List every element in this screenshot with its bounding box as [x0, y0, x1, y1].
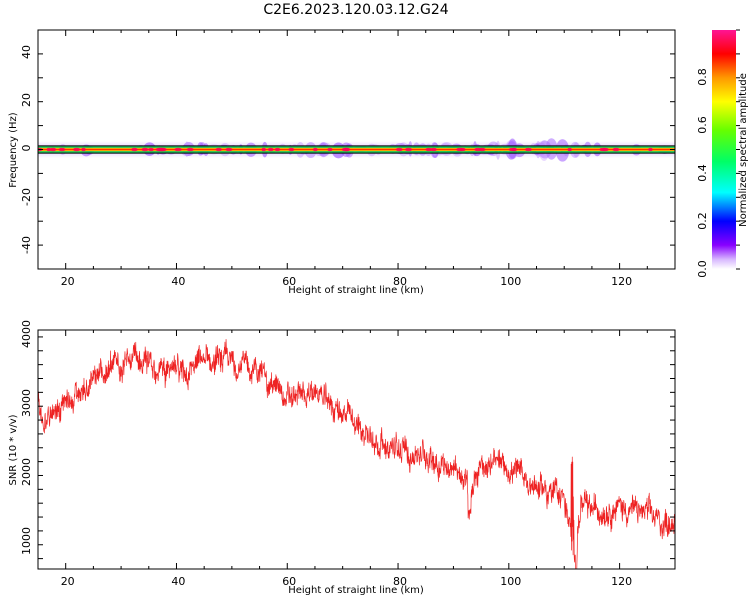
spectrogram-band [38, 138, 675, 162]
x-tick-label: 40 [171, 575, 185, 588]
snr-y-axis-label: SNR (10 * v/v) [8, 414, 19, 485]
band-hotspot [599, 147, 607, 152]
y-tick-label: 40 [20, 45, 33, 59]
figure-title: C2E6.2023.120.03.12.G24 [263, 2, 448, 18]
band-hotspot [648, 147, 653, 152]
spectrogram-ticks [37, 29, 676, 270]
spectrogram-panel: 20 40 60 80 100 120 -40 -20 0 20 40 Heig… [8, 29, 676, 296]
band-hotspot [343, 147, 351, 152]
band-hotspot [158, 147, 167, 152]
colorbar-tick-labels: 0.0 0.2 0.4 0.6 0.8 [696, 68, 709, 278]
band-hotspot [478, 147, 486, 152]
snr-frame [37, 329, 676, 570]
band-hotspot [148, 147, 154, 152]
colorbar-ticks [736, 29, 740, 270]
y-tick-label: 3000 [20, 389, 33, 417]
spectrogram-y-tick-labels: -40 -20 0 20 40 [20, 45, 33, 254]
band-hotspot [567, 147, 572, 152]
y-tick-label: -40 [20, 236, 33, 254]
x-tick-label: 40 [171, 275, 185, 288]
y-tick-label: -20 [20, 188, 33, 206]
band-hotspot [288, 147, 295, 152]
x-tick-label: 20 [61, 275, 75, 288]
band-hotspot [395, 147, 403, 152]
band-hotspot [524, 147, 532, 152]
band-hotspot [312, 147, 318, 152]
band-hotspot [459, 147, 466, 152]
x-tick-label: 120 [611, 575, 632, 588]
band-hotspot [58, 147, 66, 152]
colorbar-tick-label: 0.4 [696, 164, 709, 182]
x-tick-label: 60 [282, 275, 296, 288]
band-hotspot [141, 147, 149, 152]
band-hotspot [49, 147, 57, 152]
colorbar-tick-label: 0.6 [696, 116, 709, 134]
band-hotspot [425, 147, 433, 152]
y-tick-label: 1000 [20, 527, 33, 555]
colorbar-tick-label: 0.0 [696, 260, 709, 278]
x-tick-label: 60 [282, 575, 296, 588]
x-tick-label: 20 [61, 575, 75, 588]
snr-series-line [38, 338, 675, 569]
snr-x-tick-labels: 20 40 60 80 100 120 [61, 575, 632, 588]
x-tick-label: 100 [500, 575, 521, 588]
y-tick-label: 0 [20, 145, 33, 152]
band-hotspot [225, 147, 233, 152]
band-hotspot [215, 147, 223, 152]
band-hotspot [430, 147, 437, 152]
colorbar: 0.0 0.2 0.4 0.6 0.8 Normalized spectral … [696, 29, 749, 278]
spectrogram-x-tick-labels: 20 40 60 80 100 120 [61, 275, 632, 288]
band-centre [38, 148, 675, 151]
band-hotspot [612, 147, 620, 152]
band-hotspot [327, 147, 333, 152]
colorbar-tick-label: 0.2 [696, 212, 709, 230]
spectrogram-y-axis-label: Frequency (Hz) [8, 112, 19, 188]
band-hotspot [508, 147, 516, 152]
band-hotspot [174, 147, 182, 152]
x-tick-label: 80 [393, 275, 407, 288]
band-hotspot [404, 147, 413, 152]
snr-ticks [37, 330, 676, 569]
x-tick-label: 80 [393, 575, 407, 588]
y-tick-label: 2000 [20, 458, 33, 486]
band-hotspot [72, 147, 81, 152]
snr-panel: 20 40 60 80 100 120 1000 2000 3000 4000 … [8, 320, 676, 596]
band-hotspot [46, 147, 52, 152]
band-hotspot [261, 147, 266, 152]
y-tick-label: 4000 [20, 320, 33, 348]
band-hotspot [186, 147, 194, 152]
band-hotspot [81, 147, 86, 152]
colorbar-label: Normalized spectral amplitude [738, 73, 749, 227]
snr-x-axis-label: Height of straight line (km) [288, 585, 424, 596]
band-hotspot [274, 147, 281, 152]
x-tick-label: 120 [611, 275, 632, 288]
x-tick-label: 100 [500, 275, 521, 288]
spectrogram-x-axis-label: Height of straight line (km) [288, 285, 424, 296]
colorbar-tick-label: 0.8 [696, 68, 709, 86]
y-tick-label: 20 [20, 93, 33, 107]
colorbar-gradient [712, 30, 736, 269]
band-hotspot [131, 147, 138, 152]
band-hotspot [267, 147, 274, 152]
snr-y-tick-labels: 1000 2000 3000 4000 [20, 320, 33, 555]
